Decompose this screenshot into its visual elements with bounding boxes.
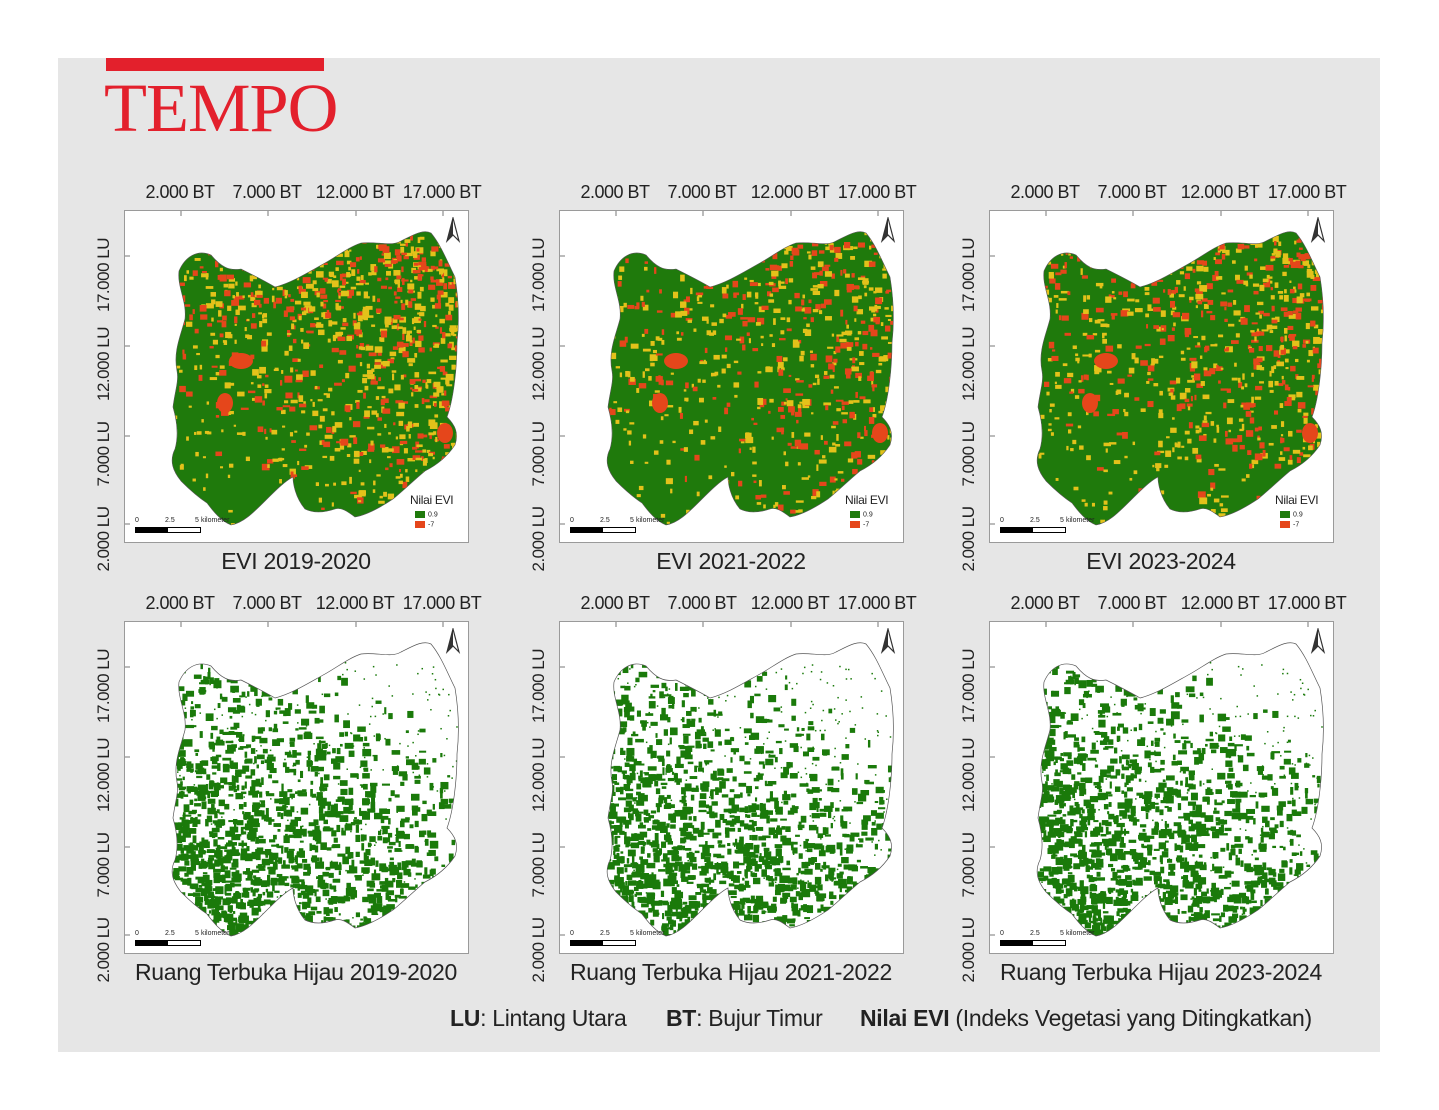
legend-high: 0.9 [415, 511, 438, 518]
footer-lu: LU: Lintang Utara [450, 1005, 627, 1031]
map-frame: 0 2.5 5 kilometer Nilai EVI 0.9 -7 [124, 210, 469, 543]
legend-title: Nilai EVI [845, 493, 889, 507]
latitude-label: 17.000 LU [529, 238, 548, 312]
north-arrow-icon [445, 217, 461, 243]
latitude-label: 17.000 LU [959, 238, 978, 312]
legend-title: Nilai EVI [1275, 493, 1319, 507]
longitude-label: 17.000 BT [402, 182, 482, 202]
longitude-label: 12.000 BT [1180, 182, 1260, 202]
longitude-label: 17.000 BT [837, 182, 917, 202]
map-caption: EVI 2023-2024 [1086, 548, 1236, 574]
latitude-label: 7.000 LU [529, 832, 548, 898]
map-frame: 0 2.5 5 kilometer Nilai EVI 0.9 -7 [989, 210, 1334, 543]
legend-high: 0.9 [850, 511, 873, 518]
longitude-label: 12.000 BT [750, 593, 830, 613]
longitude-label: 12.000 BT [750, 182, 830, 202]
longitude-labels: 2.000 BT 7.000 BT 12.000 BT 17.000 BT [935, 591, 1375, 615]
map-frame: 0 2.5 5 kilometer Nilai EVI 0.9 -7 [559, 210, 904, 543]
region-map [125, 622, 459, 937]
region-map [560, 622, 894, 937]
longitude-label: 2.000 BT [1010, 182, 1080, 202]
longitude-label: 7.000 BT [1097, 182, 1167, 202]
longitude-label: 2.000 BT [145, 593, 215, 613]
scale-bar: 0 2.5 5 kilometer [1000, 517, 1120, 533]
longitude-label: 7.000 BT [1097, 593, 1167, 613]
green-space-map-1: 2.000 BT 7.000 BT 12.000 BT 17.000 BT 17.000… [70, 591, 510, 991]
latitude-label: 7.000 LU [959, 421, 978, 487]
longitude-label: 7.000 BT [232, 182, 302, 202]
longitude-label: 12.000 BT [315, 593, 395, 613]
north-arrow-icon [880, 628, 896, 654]
latitude-label: 7.000 LU [529, 421, 548, 487]
latitude-label: 12.000 LU [94, 327, 113, 401]
map-caption: EVI 2021-2022 [656, 548, 806, 574]
footer-evi: Nilai EVI (Indeks Vegetasi yang Ditingka… [860, 1005, 1312, 1031]
longitude-label: 7.000 BT [232, 593, 302, 613]
longitude-labels: 2.000 BT 7.000 BT 12.000 BT 17.000 BT [505, 180, 945, 204]
scale-bar: 0 2.5 5 kilometer [135, 930, 255, 946]
longitude-label: 2.000 BT [580, 593, 650, 613]
region-map [560, 211, 894, 526]
longitude-label: 17.000 BT [402, 593, 482, 613]
longitude-label: 2.000 BT [1010, 593, 1080, 613]
map-frame: 0 2.5 5 kilometer [124, 621, 469, 954]
longitude-label: 7.000 BT [667, 182, 737, 202]
region-map [125, 211, 459, 526]
green-space-map-2: 2.000 BT 7.000 BT 12.000 BT 17.000 BT 17.000… [505, 591, 945, 991]
longitude-labels: 2.000 BT 7.000 BT 12.000 BT 17.000 BT [935, 180, 1375, 204]
longitude-label: 7.000 BT [667, 593, 737, 613]
north-arrow-icon [1310, 217, 1326, 243]
map-caption: EVI 2019-2020 [221, 548, 371, 574]
north-arrow-icon [1310, 628, 1326, 654]
longitude-labels: 2.000 BT 7.000 BT 12.000 BT 17.000 BT [505, 591, 945, 615]
latitude-label: 7.000 LU [94, 832, 113, 898]
legend-title: Nilai EVI [410, 493, 454, 507]
legend-high: 0.9 [1280, 511, 1303, 518]
longitude-labels: 2.000 BT 7.000 BT 12.000 BT 17.000 BT [70, 591, 510, 615]
region-map [990, 211, 1324, 526]
latitude-label: 12.000 LU [529, 738, 548, 812]
tempo-logo: TEMPO [104, 70, 338, 146]
north-arrow-icon [880, 217, 896, 243]
north-arrow-icon [445, 628, 461, 654]
latitude-label: 12.000 LU [959, 327, 978, 401]
latitude-label: 17.000 LU [959, 649, 978, 723]
latitude-label: 7.000 LU [94, 421, 113, 487]
legend-low: -7 [850, 521, 869, 528]
map-caption: Ruang Terbuka Hijau 2021-2022 [569, 959, 893, 985]
footer-bt: BT: Bujur Timur [666, 1005, 823, 1031]
map-frame: 0 2.5 5 kilometer [559, 621, 904, 954]
latitude-label: 17.000 LU [94, 649, 113, 723]
latitude-label: 12.000 LU [529, 327, 548, 401]
latitude-label: 17.000 LU [529, 649, 548, 723]
latitude-label: 7.000 LU [959, 832, 978, 898]
evi-map-3: 2.000 BT 7.000 BT 12.000 BT 17.000 BT 17.000… [935, 180, 1375, 580]
scale-bar: 0 2.5 5 kilometer [570, 930, 690, 946]
legend-low: -7 [415, 521, 434, 528]
latitude-label: 17.000 LU [94, 238, 113, 312]
longitude-label: 12.000 BT [1180, 593, 1260, 613]
legend-low: -7 [1280, 521, 1299, 528]
logo-bar [106, 58, 324, 71]
scale-bar: 0 2.5 5 kilometer [135, 517, 255, 533]
longitude-label: 17.000 BT [1267, 182, 1347, 202]
evi-map-2: 2.000 BT 7.000 BT 12.000 BT 17.000 BT 17.000… [505, 180, 945, 580]
scale-bar: 0 2.5 5 kilometer [1000, 930, 1120, 946]
longitude-label: 17.000 BT [1267, 593, 1347, 613]
longitude-label: 2.000 BT [145, 182, 215, 202]
map-frame: 0 2.5 5 kilometer [989, 621, 1334, 954]
map-caption: Ruang Terbuka Hijau 2023-2024 [999, 959, 1323, 985]
latitude-label: 12.000 LU [94, 738, 113, 812]
evi-map-1: 2.000 BT 7.000 BT 12.000 BT 17.000 BT 17.000… [70, 180, 510, 580]
longitude-label: 17.000 BT [837, 593, 917, 613]
longitude-label: 12.000 BT [315, 182, 395, 202]
latitude-label: 12.000 LU [959, 738, 978, 812]
green-space-map-3: 2.000 BT 7.000 BT 12.000 BT 17.000 BT 17.000… [935, 591, 1375, 991]
longitude-label: 2.000 BT [580, 182, 650, 202]
scale-bar: 0 2.5 5 kilometer [570, 517, 690, 533]
longitude-labels: 2.000 BT 7.000 BT 12.000 BT 17.000 BT [70, 180, 510, 204]
region-map [990, 622, 1324, 937]
map-caption: Ruang Terbuka Hijau 2019-2020 [134, 959, 458, 985]
